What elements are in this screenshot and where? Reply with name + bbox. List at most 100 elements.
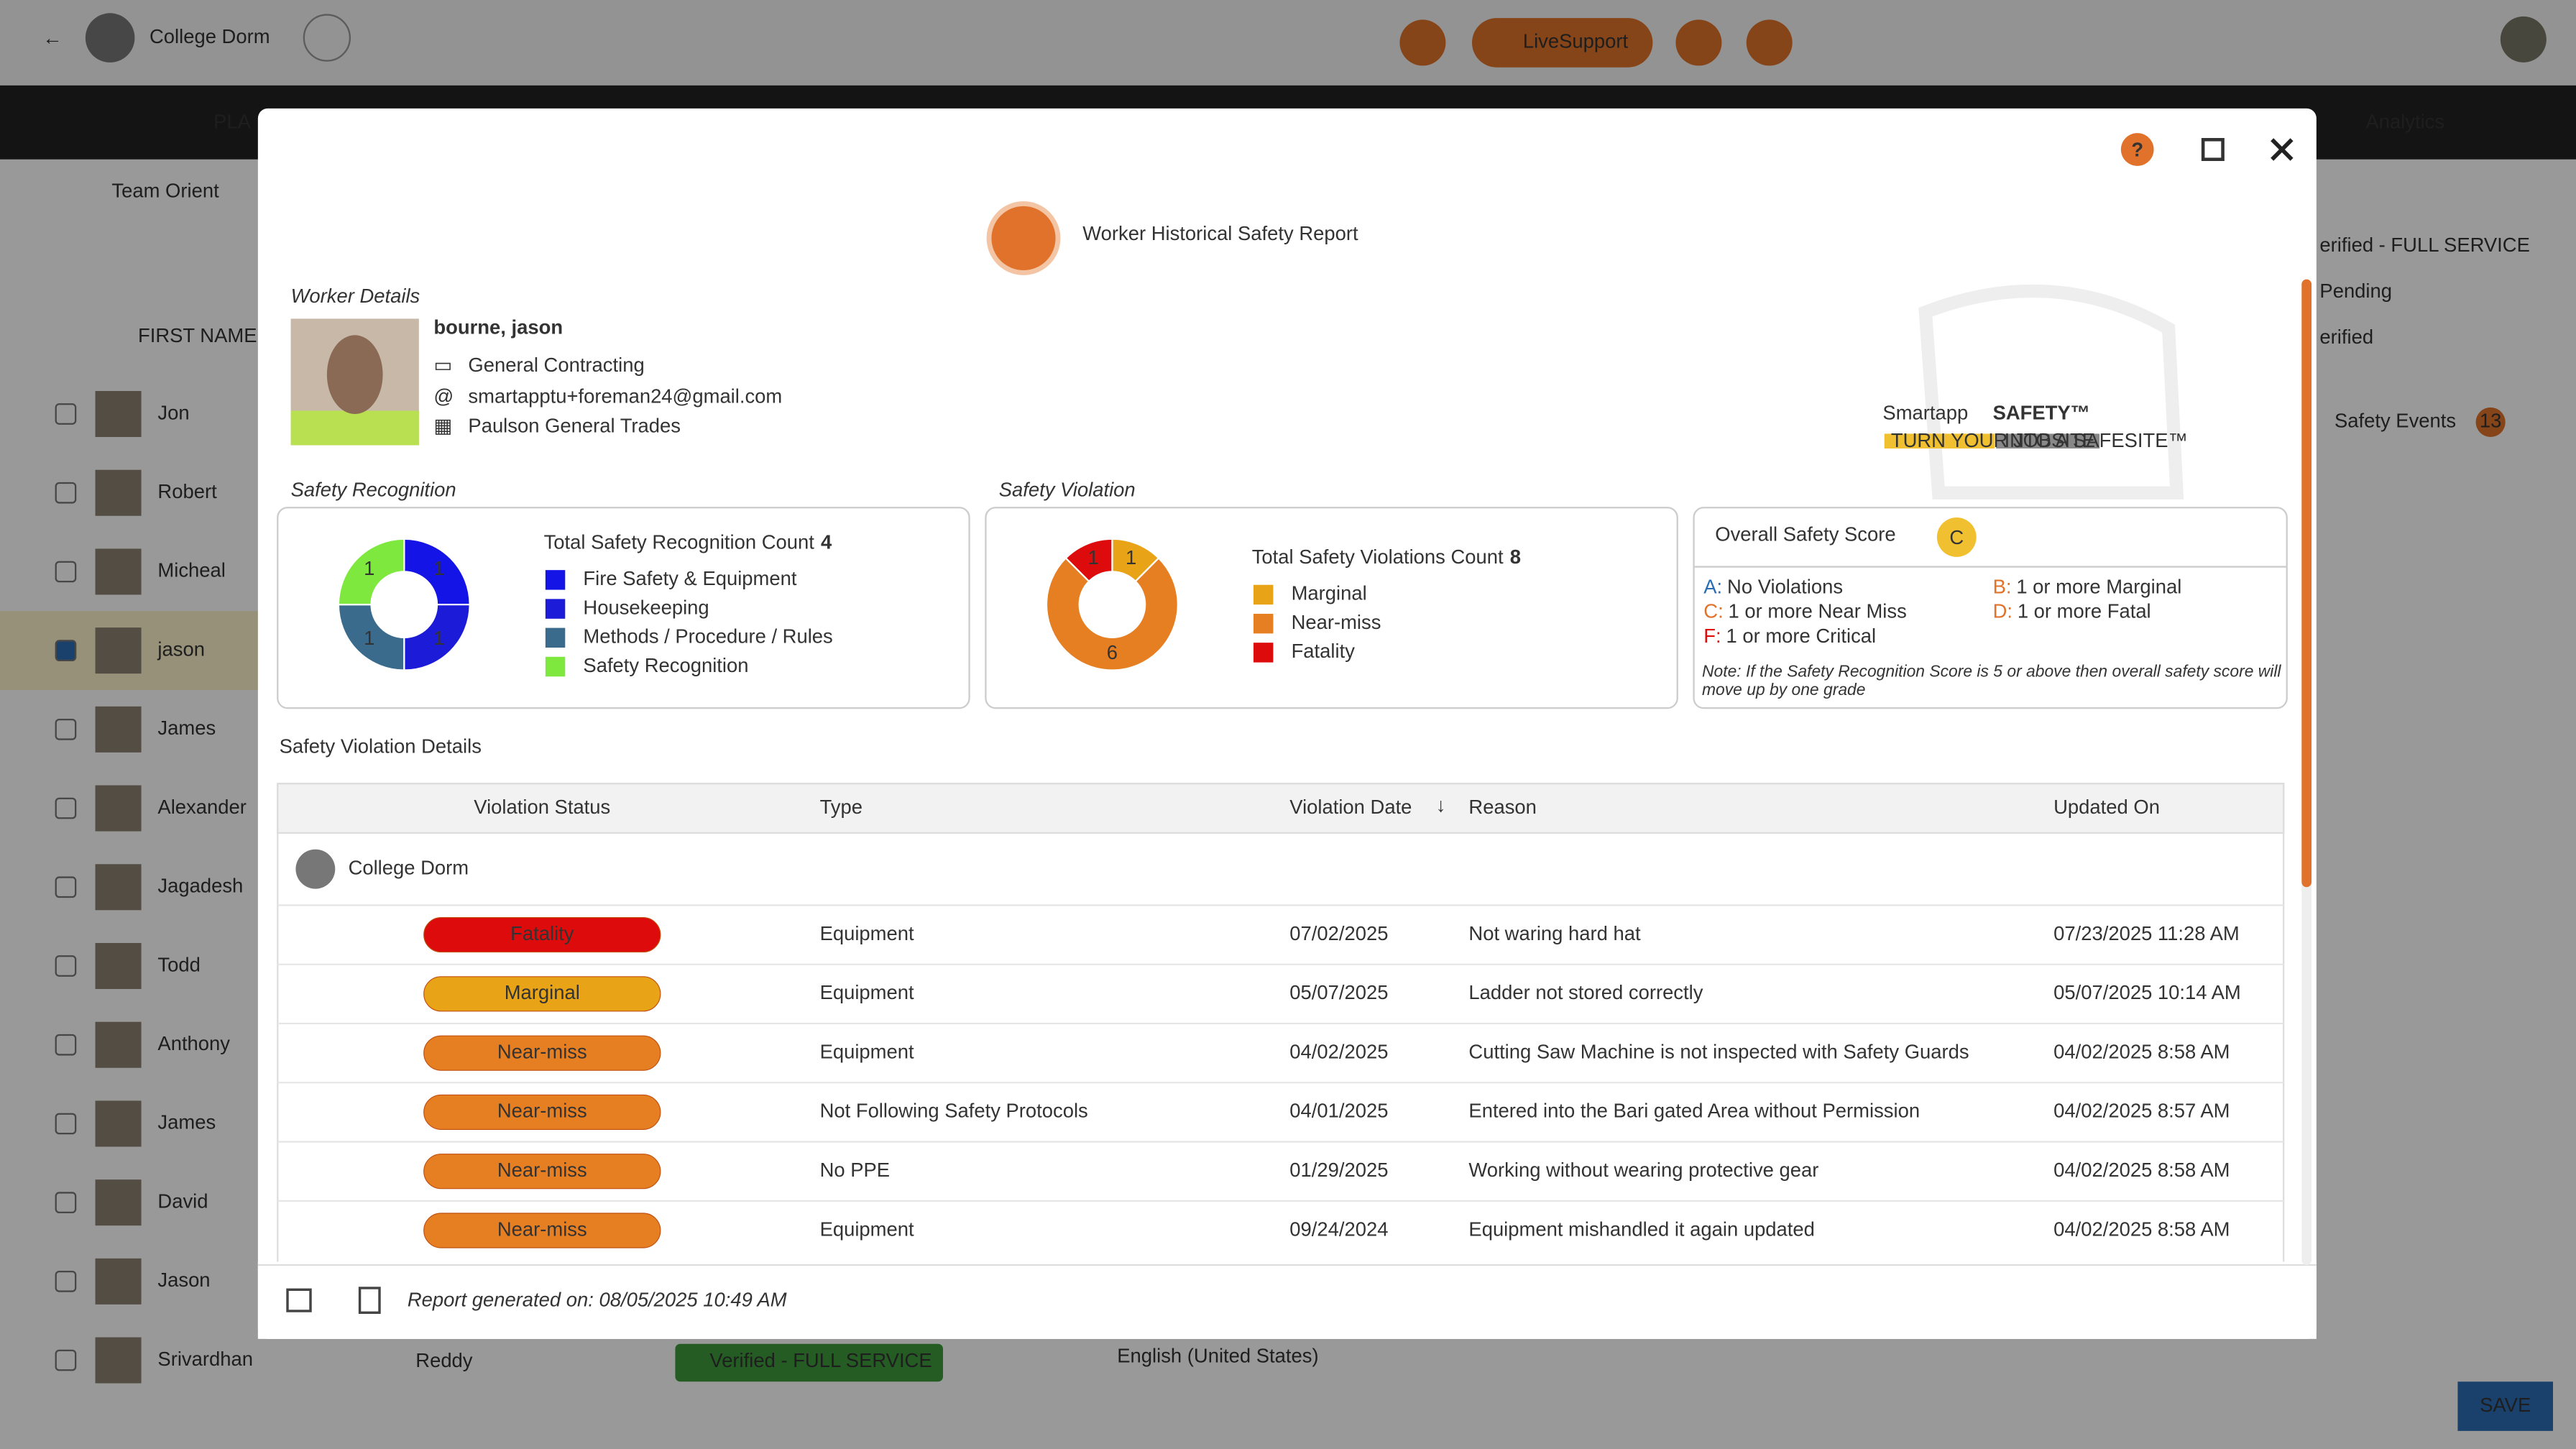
user-avatar[interactable]	[2500, 16, 2547, 63]
cell: 05/07/2025	[1289, 981, 1388, 1003]
legend-label: Safety Recognition	[583, 654, 748, 676]
grade-letter: F:	[1703, 625, 1721, 647]
worker-first-name[interactable]: Srivardhan	[157, 1348, 253, 1370]
donut-slice	[403, 604, 471, 671]
chart-title: Safety Recognition	[291, 479, 456, 501]
column-header[interactable]: Violation Status	[474, 796, 610, 818]
cell: 07/02/2025	[1289, 922, 1388, 944]
checkbox[interactable]	[55, 876, 77, 898]
report-icon	[986, 201, 1061, 275]
column-header[interactable]: Violation Date	[1289, 796, 1412, 818]
checkbox[interactable]	[55, 1270, 77, 1292]
column-header[interactable]: Reason	[1468, 796, 1536, 818]
report-generated: Report generated on: 08/05/2025 10:49 AM	[408, 1289, 787, 1311]
status-pill	[423, 1094, 661, 1130]
status-pill	[423, 976, 661, 1012]
worker-avatar	[95, 548, 142, 595]
worker-first-name[interactable]: James	[157, 717, 216, 739]
nav-tab[interactable]: Analytics	[2365, 111, 2444, 133]
worker-avatar	[95, 391, 142, 437]
score-note-box: Note: If the Safety Recognition Score is…	[1702, 663, 2281, 700]
help-button[interactable]	[2120, 133, 2154, 166]
sort-indicator[interactable]: ↓	[1436, 794, 1446, 816]
safety-events: Safety Events	[2334, 410, 2456, 432]
live-support-button[interactable]	[1472, 18, 1653, 68]
slice-label: 1	[1088, 546, 1099, 569]
worker-first-name[interactable]: Jason	[157, 1269, 210, 1291]
legend-label: Methods / Procedure / Rules	[583, 625, 832, 648]
grade-rule: A: No Violations	[1703, 576, 1843, 598]
side-status: Pending	[2319, 280, 2392, 302]
save-button[interactable]	[2457, 1381, 2553, 1431]
score-note: Note: If the Safety Recognition Score is…	[1702, 663, 2281, 700]
checkbox[interactable]	[55, 797, 77, 819]
checkbox[interactable]	[55, 1349, 77, 1371]
status-text: Near-miss	[497, 1218, 587, 1240]
checkbox[interactable]	[55, 1192, 77, 1213]
column-header[interactable]: Updated On	[2053, 796, 2160, 818]
checkbox[interactable]	[55, 640, 77, 661]
checkbox[interactable]	[55, 482, 77, 504]
close-button[interactable]	[2271, 138, 2294, 161]
help-icon[interactable]	[1675, 19, 1722, 66]
worker-trade: General Contracting	[468, 354, 644, 376]
export-button[interactable]	[358, 1287, 381, 1314]
total-value: 8	[1510, 546, 1521, 568]
project-name[interactable]: College Dorm	[150, 25, 270, 47]
legend-swatch	[1254, 643, 1274, 663]
nav-tab[interactable]: PLA	[213, 111, 252, 133]
modal-title: Worker Historical Safety Report	[1082, 222, 1358, 244]
cell: 04/02/2025	[1289, 1040, 1388, 1062]
checkbox[interactable]	[55, 718, 77, 740]
cell: 07/23/2025 11:28 AM	[2053, 922, 2240, 944]
worker-first-name[interactable]: Anthony	[157, 1032, 230, 1054]
checkbox[interactable]	[55, 561, 77, 583]
logo-tag: TURN YOUR JOBSITE	[1891, 429, 2095, 451]
bot-icon[interactable]	[1399, 19, 1446, 66]
group-name: College Dorm	[349, 856, 469, 878]
tools-icon[interactable]	[1746, 19, 1793, 66]
cell: Ladder not stored correctly	[1468, 981, 1703, 1003]
side-status: erified - FULL SERVICE	[2319, 234, 2529, 256]
worker-photo-shirt	[290, 410, 419, 446]
total-label: Total Safety Violations Count	[1252, 546, 1504, 568]
checkbox[interactable]	[55, 1113, 77, 1135]
back-button[interactable]: ←	[42, 27, 62, 49]
scrollbar-thumb[interactable]	[2301, 279, 2312, 888]
slice-label: 1	[364, 557, 374, 579]
worker-avatar	[95, 864, 142, 911]
checkbox[interactable]	[55, 1034, 77, 1056]
status-text: Near-miss	[497, 1100, 587, 1122]
worker-first-name[interactable]: Alexander	[157, 796, 246, 818]
grade-letter: D:	[1993, 600, 2012, 622]
worker-email: smartapptu+foreman24@gmail.com	[468, 385, 782, 407]
worker-first-name[interactable]: Robert	[157, 480, 217, 502]
checkbox[interactable]	[55, 955, 77, 977]
checkbox[interactable]	[55, 403, 77, 425]
worker-avatar	[95, 469, 142, 516]
worker-first-name[interactable]: jason	[157, 638, 205, 660]
project-dropdown[interactable]	[303, 14, 351, 62]
worker-first-name[interactable]: Micheal	[157, 559, 225, 581]
expand-button[interactable]	[2201, 138, 2225, 161]
app-bar	[0, 0, 2576, 86]
cell: Equipment	[820, 1040, 914, 1062]
worker-first-name[interactable]: Jon	[157, 401, 189, 423]
print-button[interactable]	[286, 1288, 312, 1312]
worker-first-name[interactable]: Jagadesh	[157, 875, 243, 897]
worker-first-name[interactable]: James	[157, 1111, 216, 1133]
legend-label: Near-miss	[1292, 611, 1381, 633]
legend-label: Fire Safety & Equipment	[583, 567, 796, 589]
cell: 04/02/2025 8:58 AM	[2053, 1159, 2230, 1181]
group-avatar	[295, 849, 336, 889]
worker-first-name[interactable]: Todd	[157, 953, 200, 975]
grade-letter: A:	[1703, 576, 1722, 598]
cell: No PPE	[820, 1159, 891, 1181]
status-text: Near-miss	[497, 1040, 587, 1062]
worker-first-name[interactable]: David	[157, 1190, 208, 1212]
chart-total-label: Total Safety Recognition Count 4	[544, 531, 832, 553]
chart-card	[985, 507, 1678, 709]
status-text: Marginal	[505, 981, 580, 1003]
column-header[interactable]: Type	[820, 796, 862, 818]
